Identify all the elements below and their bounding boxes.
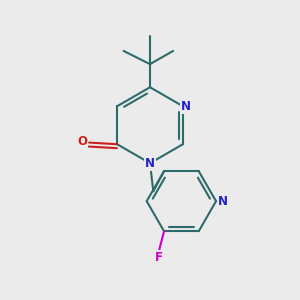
Text: N: N bbox=[145, 157, 155, 170]
Text: N: N bbox=[181, 100, 191, 113]
Text: F: F bbox=[155, 251, 163, 264]
Text: N: N bbox=[218, 195, 228, 208]
Text: O: O bbox=[77, 135, 87, 148]
